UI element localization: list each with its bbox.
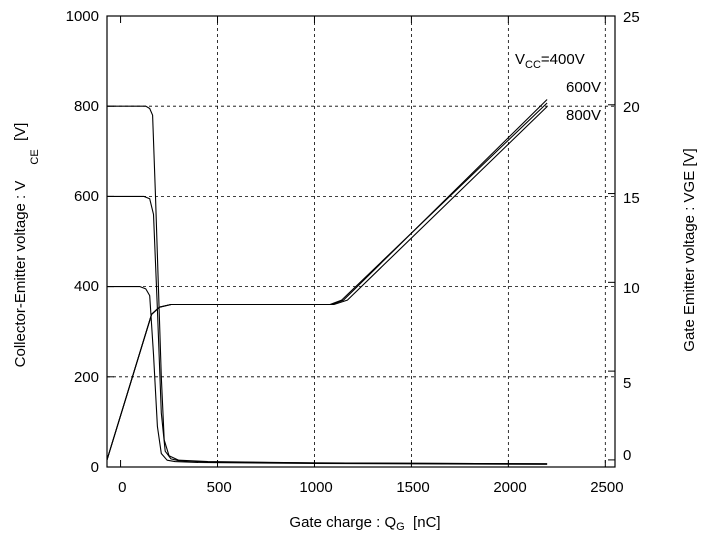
y-left-axis-title: Collector-Emitter voltage : V CE [V]	[12, 123, 41, 368]
y-right-tick-label: 25	[623, 9, 640, 26]
y-right-tick-label: 10	[623, 280, 640, 297]
vge-curve-600V	[106, 102, 548, 461]
y-right-tick-label: 0	[623, 447, 631, 464]
y-left-tick-label: 200	[74, 369, 99, 386]
tick-marks	[107, 15, 615, 468]
vce-curve-800V	[107, 105, 548, 465]
y-left-tick-label: 1000	[66, 8, 99, 25]
y-left-axis-title-main: Collector-Emitter voltage : V	[12, 181, 29, 368]
x-axis-title: Gate charge : QG [nC]	[289, 514, 440, 533]
y-right-axis-title: Gate Emitter voltage : VGE [V]	[681, 148, 698, 351]
x-tick-label: 2500	[590, 479, 623, 496]
y-left-tick-label: 800	[74, 98, 99, 115]
vcc-600-annotation: 600V	[566, 79, 601, 96]
y-left-axis-title-subscript: CE	[29, 149, 41, 164]
x-axis-title-subscript: G	[396, 521, 405, 533]
y-left-axis-title-unit: [V]	[12, 123, 29, 150]
x-axis-title-main: Gate charge : Q	[289, 514, 396, 531]
vcc-800-annotation: 800V	[566, 107, 601, 124]
x-tick-label: 2000	[493, 479, 526, 496]
y-right-tick-label: 15	[623, 190, 640, 207]
x-tick-label: 1000	[299, 479, 332, 496]
x-tick-label: 500	[207, 479, 232, 496]
data-curves	[106, 99, 548, 465]
y-right-tick-label: 5	[623, 375, 631, 392]
y-left-tick-label: 400	[74, 278, 99, 295]
vge-curve-400V	[106, 99, 548, 461]
y-left-tick-label: 600	[74, 188, 99, 205]
grid-lines	[107, 16, 615, 467]
x-tick-label: 1500	[396, 479, 429, 496]
y-left-tick-label: 0	[91, 459, 99, 476]
vcc-prefix: V	[515, 51, 525, 68]
x-tick-label: 0	[118, 479, 126, 496]
plot-frame	[106, 15, 616, 468]
vge-curve-800V	[106, 106, 548, 461]
x-axis-title-unit: [nC]	[405, 514, 441, 531]
vce-curve-600V	[107, 195, 548, 465]
vce-curve-400V	[107, 286, 548, 465]
y-right-tick-label: 20	[623, 99, 640, 116]
vcc-400-annotation: VCC=400V	[515, 51, 585, 71]
vcc-subscript: CC	[525, 59, 541, 71]
vcc-400-value: =400V	[541, 51, 585, 68]
